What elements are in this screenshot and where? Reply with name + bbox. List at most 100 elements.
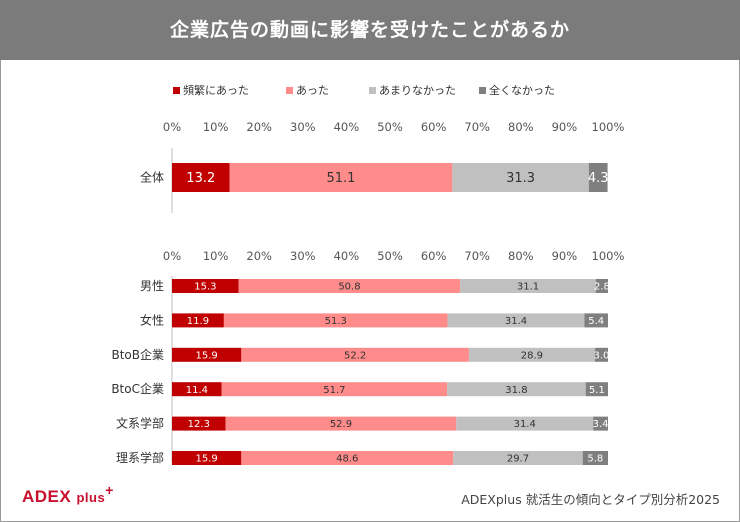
x-tick-label: 100% [592,120,625,134]
data-label: 28.9 [521,350,543,361]
bar-segment [460,279,596,293]
legend-label: 頻繁にあった [183,84,249,97]
data-label: 12.3 [188,419,210,430]
legend-item-yes: あった [286,82,329,98]
x-tick-label: 20% [246,249,272,263]
bar-segment [172,451,242,465]
data-label: 11.4 [186,385,208,396]
data-label: 52.9 [330,419,352,430]
bar-segment [221,382,448,397]
data-label: 31.3 [506,171,535,186]
data-label: 52.2 [344,350,366,361]
bar-segment [172,347,242,362]
data-label: 5.8 [587,454,603,465]
adex-logo: ADEX plus+ [22,482,114,507]
bar-segment [585,382,608,397]
logo-sup: + [105,482,114,498]
x-tick-label: 90% [552,249,578,263]
data-label: 3.0 [594,350,610,361]
data-label: 31.8 [505,385,527,396]
data-label: 5.4 [588,316,604,327]
x-tick-label: 70% [464,120,490,134]
legend-swatch [369,86,376,94]
data-label: 31.4 [505,316,527,327]
category-label: 全体 [140,170,164,185]
bar-segment [238,279,461,293]
data-label: 5.1 [589,385,605,396]
category-label: BtoC企業 [111,381,164,396]
x-tick-label: 40% [334,120,360,134]
data-label: 3.4 [593,419,609,430]
bar-segment [241,347,469,362]
category-label: 女性 [140,312,164,327]
data-label: 31.1 [517,282,539,293]
data-label: 50.8 [338,282,360,293]
x-tick-label: 50% [377,120,403,134]
data-label: 15.9 [196,350,218,361]
x-tick-label: 90% [552,120,578,134]
footer-note: ADEXplus 就活生の傾向とタイプ別分析2025 [461,492,720,507]
x-tick-label: 0% [163,120,181,134]
x-tick-label: 60% [421,120,447,134]
category-label: BtoB企業 [111,347,164,362]
bar-segment [172,279,239,293]
bar-segment [468,347,595,362]
bar-segment [225,416,457,431]
legend-swatch [286,86,293,94]
category-label: 理系学部 [116,450,164,465]
x-tick-label: 40% [334,249,360,263]
x-tick-label: 30% [290,120,316,134]
bar-segment [584,313,608,328]
bar-segment [447,313,585,328]
data-label: 11.9 [187,316,209,327]
bar-segment [456,416,594,431]
data-label: 51.3 [325,316,347,327]
x-tick-label: 80% [508,120,534,134]
data-label: 15.3 [194,282,216,293]
x-tick-label: 0% [163,249,181,263]
data-label: 31.4 [514,419,536,430]
category-label: 文系学部 [116,416,164,431]
data-label: 4.3 [588,171,609,186]
data-label: 29.7 [507,454,529,465]
bar-segment [229,163,453,192]
title-bar: 企業広告の動画に影響を受けたことがあるか [0,0,740,60]
bar-segment [241,451,454,465]
x-tick-label: 30% [290,249,316,263]
bar-segment [172,163,230,192]
x-tick-label: 20% [246,120,272,134]
bar-segment [594,347,608,362]
legend-item-rarely: あまりなかった [369,82,456,98]
bar-segment [593,416,608,431]
data-label: 48.6 [336,454,358,465]
data-label: 2.8 [594,282,610,293]
x-tick-label: 50% [377,249,403,263]
bar-segment [447,382,586,397]
bar-segment [453,451,583,465]
bar-segment [172,382,222,397]
bar-segment [588,163,608,192]
bar-segment [172,416,226,431]
bar-segment [582,451,608,465]
legend-swatch [479,86,486,94]
legend-label: あまりなかった [379,84,456,97]
bar-segment [595,279,608,293]
bar-segment [452,163,589,192]
x-tick-label: 70% [464,249,490,263]
x-tick-label: 10% [203,249,229,263]
x-tick-label: 10% [203,120,229,134]
x-tick-label: 80% [508,249,534,263]
legend-item-never: 全くなかった [479,82,555,98]
page-title: 企業広告の動画に影響を受けたことがあるか [169,19,570,41]
bar-segment [223,313,448,328]
x-tick-label: 100% [592,249,625,263]
logo-main: ADEX [22,487,72,506]
data-label: 13.2 [186,171,215,186]
data-label: 51.7 [323,385,345,396]
category-label: 男性 [140,279,164,293]
x-tick-label: 60% [421,249,447,263]
data-label: 51.1 [326,171,355,186]
legend-swatch [173,86,180,94]
logo-plus: plus [76,490,106,505]
